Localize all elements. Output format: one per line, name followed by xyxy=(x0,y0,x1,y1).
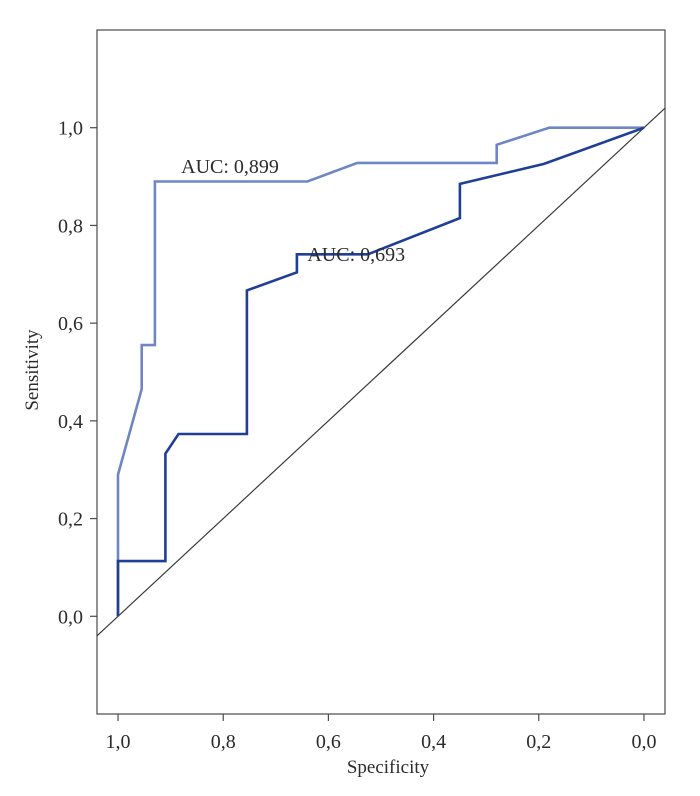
y-tick-label: 0,8 xyxy=(58,215,83,237)
roc-curve-1 xyxy=(116,126,644,617)
x-tick-label: 0,2 xyxy=(526,731,551,753)
y-axis-label: Sensitivity xyxy=(22,329,43,411)
roc-curve-2 xyxy=(116,126,645,617)
auc-label-2: AUC: 0,693 xyxy=(307,244,405,266)
x-tick-label: 1,0 xyxy=(106,731,131,753)
reference-line xyxy=(96,107,666,637)
y-tick-label: 0,2 xyxy=(58,509,83,531)
x-axis: 1,0 0,8 0,6 0,4 0,2 0,0 xyxy=(106,714,656,753)
x-tick-label: 0,8 xyxy=(211,731,236,753)
auc-label-1: AUC: 0,899 xyxy=(181,156,279,178)
x-tick-label: 0,6 xyxy=(316,731,341,753)
y-tick-label: 0,0 xyxy=(58,606,83,628)
y-tick-label: 0,4 xyxy=(58,411,83,433)
reference-diagonal xyxy=(96,107,666,637)
series-layer xyxy=(116,126,645,617)
annotation-layer: AUC: 0,899 AUC: 0,693 xyxy=(181,156,405,266)
y-tick-label: 1,0 xyxy=(58,118,83,140)
y-axis: 0,0 0,2 0,4 0,6 0,8 1,0 xyxy=(58,118,97,628)
x-tick-label: 0,0 xyxy=(631,731,656,753)
x-tick-label: 0,4 xyxy=(421,731,446,753)
plot-frame xyxy=(96,29,666,715)
x-axis-label: Specificity xyxy=(347,757,430,778)
y-tick-label: 0,6 xyxy=(58,313,83,335)
